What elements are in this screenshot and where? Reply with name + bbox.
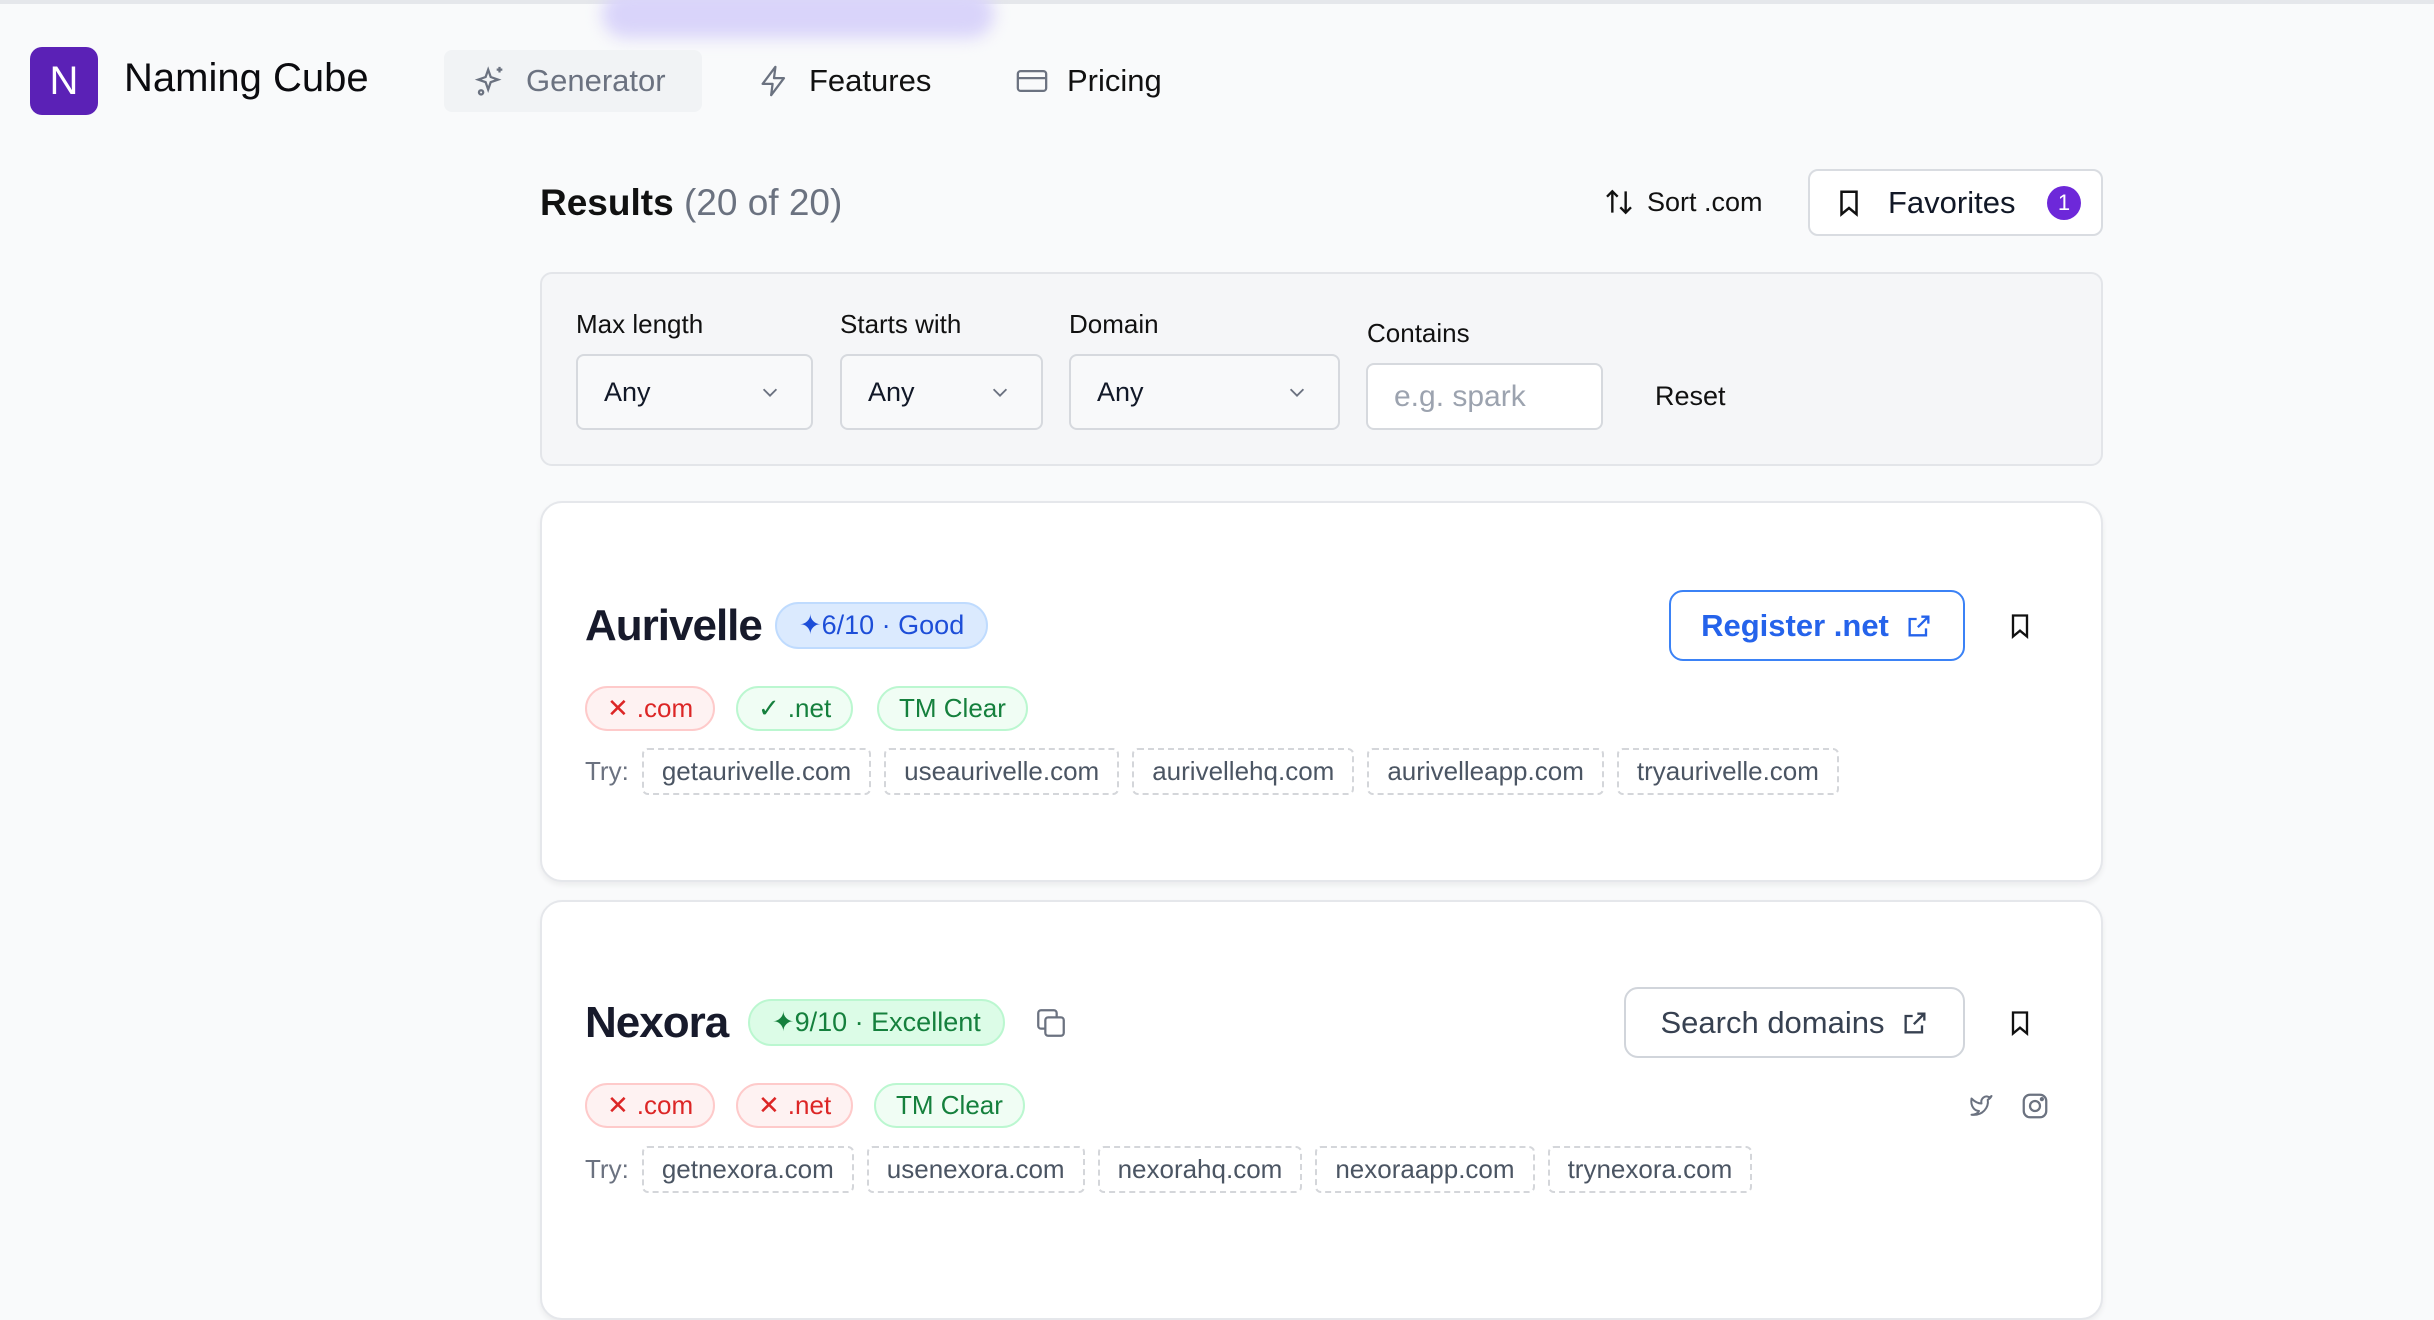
- chip-label: .com: [636, 693, 694, 723]
- suggestion-chip[interactable]: getaurivelle.com: [641, 748, 872, 795]
- net-status-chip: ✕ .net: [736, 1083, 854, 1128]
- suggestion-chip[interactable]: tryaurivelle.com: [1616, 748, 1839, 795]
- nav-features[interactable]: Features: [757, 50, 931, 112]
- search-domains-button[interactable]: Search domains: [1624, 987, 1965, 1058]
- sort-arrows-icon: [1603, 186, 1635, 218]
- result-name: Aurivelle: [585, 601, 763, 650]
- chevron-down-icon: [759, 381, 781, 403]
- chevron-down-icon: [989, 381, 1011, 403]
- nav-label: Pricing: [1067, 63, 1162, 98]
- nav-pricing[interactable]: Pricing: [1015, 50, 1162, 112]
- try-label: Try:: [585, 1154, 629, 1184]
- favorites-label: Favorites: [1888, 184, 2016, 220]
- score-badge: ✦6/10 · Good: [775, 602, 989, 649]
- com-status-chip: ✕ .com: [585, 686, 716, 731]
- result-name: Nexora: [585, 998, 729, 1047]
- decorative-glow: [602, 0, 994, 38]
- results-title: Results: [540, 182, 674, 223]
- suggestion-chip[interactable]: trynexora.com: [1547, 1146, 1753, 1193]
- results-count: (20 of 20): [683, 182, 843, 223]
- external-link-icon: [1901, 1009, 1929, 1037]
- sparkles-icon: [474, 64, 508, 98]
- tm-status-chip: TM Clear: [874, 1083, 1025, 1128]
- instagram-icon[interactable]: [2020, 1091, 2050, 1121]
- select-value: Any: [868, 376, 915, 407]
- suggestion-chip[interactable]: getnexora.com: [641, 1146, 854, 1193]
- results-heading: Results (20 of 20): [540, 182, 842, 224]
- x-icon: ✕: [607, 1090, 629, 1120]
- suggestion-chip[interactable]: aurivellehq.com: [1132, 748, 1355, 795]
- suggestions-row: Try: getaurivelle.com useaurivelle.com a…: [585, 748, 1839, 795]
- max-length-label: Max length: [576, 309, 704, 339]
- x-icon: ✕: [607, 693, 629, 723]
- sort-label: Sort .com: [1647, 186, 1763, 217]
- com-status-chip: ✕ .com: [585, 1083, 716, 1128]
- net-status-chip: ✓ .net: [736, 686, 854, 731]
- bookmark-icon[interactable]: [2006, 610, 2034, 642]
- favorites-button[interactable]: Favorites 1: [1808, 169, 2103, 236]
- reset-button[interactable]: Reset: [1655, 381, 1726, 411]
- nav-label: Features: [809, 63, 932, 98]
- domain-select[interactable]: Any: [1069, 354, 1340, 430]
- search-domains-label: Search domains: [1660, 1004, 1885, 1040]
- chip-label: .com: [636, 1090, 694, 1120]
- brand-name[interactable]: Naming Cube: [124, 56, 369, 100]
- select-value: Any: [1097, 376, 1144, 407]
- external-link-icon: [1905, 612, 1933, 640]
- starts-with-label: Starts with: [840, 309, 962, 339]
- copy-icon[interactable]: [1034, 1006, 1068, 1040]
- register-button[interactable]: Register .net: [1669, 590, 1965, 661]
- suggestions-row: Try: getnexora.com usenexora.com nexorah…: [585, 1146, 1753, 1193]
- contains-label: Contains: [1367, 318, 1470, 348]
- logo[interactable]: N: [30, 47, 98, 115]
- domain-label: Domain: [1069, 309, 1159, 339]
- suggestion-chip[interactable]: useaurivelle.com: [884, 748, 1120, 795]
- x-icon: ✕: [758, 1090, 780, 1120]
- chip-label: .net: [787, 693, 832, 723]
- lightning-icon: [757, 64, 791, 98]
- top-border: [0, 0, 2434, 4]
- bookmark-icon[interactable]: [2006, 1007, 2034, 1039]
- chip-label: .net: [787, 1090, 832, 1120]
- favorites-count-badge: 1: [2047, 185, 2081, 220]
- select-value: Any: [604, 376, 651, 407]
- sort-button[interactable]: Sort .com: [1603, 186, 1763, 218]
- max-length-select[interactable]: Any: [576, 354, 813, 430]
- suggestion-chip[interactable]: usenexora.com: [866, 1146, 1085, 1193]
- twitter-icon[interactable]: [1964, 1091, 1994, 1121]
- suggestion-chip[interactable]: nexorahq.com: [1097, 1146, 1303, 1193]
- score-badge: ✦9/10 · Excellent: [748, 999, 1005, 1046]
- nav-generator[interactable]: Generator: [444, 50, 702, 112]
- register-label: Register .net: [1701, 607, 1889, 643]
- try-label: Try:: [585, 756, 629, 786]
- contains-input[interactable]: e.g. spark: [1366, 363, 1603, 430]
- starts-with-select[interactable]: Any: [840, 354, 1043, 430]
- nav-label: Generator: [526, 63, 666, 98]
- suggestion-chip[interactable]: aurivelleapp.com: [1367, 748, 1604, 795]
- suggestion-chip[interactable]: nexoraapp.com: [1315, 1146, 1535, 1193]
- bookmark-icon: [1834, 187, 1864, 219]
- credit-card-icon: [1015, 64, 1049, 98]
- tm-status-chip: TM Clear: [877, 686, 1028, 731]
- check-icon: ✓: [758, 693, 780, 723]
- chevron-down-icon: [1286, 381, 1308, 403]
